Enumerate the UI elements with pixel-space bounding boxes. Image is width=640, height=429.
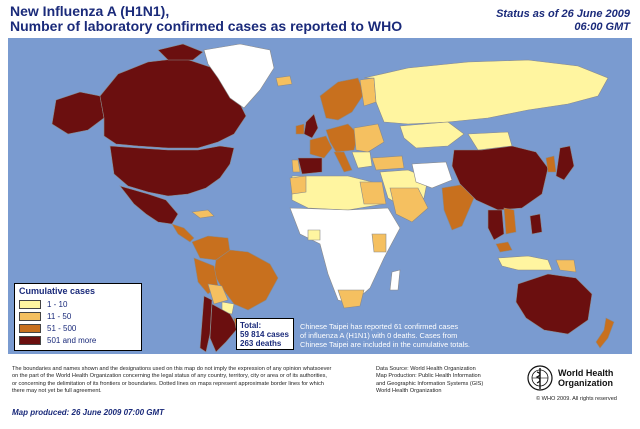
country-bolivia <box>207 283 229 305</box>
who-logo: World Health Organization <box>526 364 636 396</box>
country-iceland <box>275 75 293 87</box>
chinese-taipei-note: Chinese Taipei has reported 61 confirmed… <box>300 322 475 349</box>
disclaimer-line: or concerning the delimitation of its fr… <box>12 380 324 387</box>
note-line-3: Chinese Taipei are included in the cumul… <box>300 340 470 349</box>
country-central-america <box>171 223 195 243</box>
map-produced-date: Map produced: 26 June 2009 07:00 GMT <box>12 408 165 417</box>
legend-swatch <box>19 323 41 333</box>
country-russia <box>363 59 609 125</box>
legend-item: 11 - 50 <box>19 310 137 322</box>
country-france <box>309 135 333 159</box>
legend-item: 1 - 10 <box>19 298 137 310</box>
legend-item: 51 - 500 <box>19 322 137 334</box>
legend-swatch <box>19 335 41 345</box>
total-cases: 59 814 cases <box>240 330 289 339</box>
legend-title: Cumulative cases <box>19 286 96 296</box>
copyright: © WHO 2009. All rights reserved <box>536 396 617 402</box>
source-line: World Health Organization <box>376 388 442 395</box>
country-morocco <box>289 175 307 195</box>
status-line-1: Status as of 26 June 2009 <box>496 8 630 20</box>
source-line: Map Production: Public Health Informatio… <box>376 373 481 380</box>
country-portugal <box>291 159 301 173</box>
total-box: Total: 59 814 cases 263 deaths <box>236 318 294 350</box>
country-vietnam <box>503 207 517 235</box>
total-label: Total: <box>240 321 262 330</box>
country-egypt <box>359 181 387 205</box>
country-uk <box>303 113 319 139</box>
country-scandinavia <box>319 77 365 121</box>
title-line-2: Number of laboratory confirmed cases as … <box>10 18 403 34</box>
status-line-2: 06:00 GMT <box>574 21 630 33</box>
note-line-2: of influenza A (H1N1) with 0 deaths. Cas… <box>300 331 458 340</box>
legend-item-label: 501 and more <box>47 335 97 345</box>
country-china <box>451 145 549 211</box>
disclaimer: The boundaries and names shown and the d… <box>12 366 362 396</box>
status-date: Status as of 26 June 2009 06:00 GMT <box>496 8 630 34</box>
country-south-africa <box>337 289 365 309</box>
legend: Cumulative cases 1 - 10 11 - 50 51 - 500… <box>14 283 142 351</box>
country-malaysia <box>495 241 513 253</box>
legend-swatch <box>19 299 41 309</box>
country-canada-arctic <box>157 43 204 61</box>
country-usa <box>109 145 235 197</box>
country-japan <box>555 145 575 181</box>
country-kenya <box>371 233 387 253</box>
country-australia <box>515 273 593 335</box>
country-madagascar <box>389 269 401 291</box>
country-chile <box>199 295 213 353</box>
country-kazakhstan <box>399 121 465 149</box>
legend-item-label: 51 - 500 <box>47 323 77 333</box>
country-saudi-arabia <box>389 187 429 223</box>
country-thailand <box>487 209 505 241</box>
disclaimer-line: The boundaries and names shown and the d… <box>12 366 332 372</box>
country-cote-divoire <box>307 229 321 241</box>
country-new-zealand <box>595 317 615 349</box>
country-caribbean <box>191 209 215 219</box>
disclaimer-line: on the part of the World Health Organiza… <box>12 373 327 380</box>
total-deaths: 263 deaths <box>240 339 282 348</box>
who-name-line-2: Organization <box>558 378 614 388</box>
source-line: and Geographic Information Systems (GIS) <box>376 380 484 387</box>
country-argentina <box>209 303 239 353</box>
country-indonesia <box>497 255 553 271</box>
country-alaska <box>51 91 105 135</box>
note-line-1: Chinese Taipei has reported 61 confirmed… <box>300 322 459 331</box>
world-map <box>8 38 632 354</box>
who-name-line-1: World Health <box>558 368 614 378</box>
country-ireland <box>295 123 305 135</box>
legend-item-label: 1 - 10 <box>47 299 68 309</box>
who-emblem-icon <box>527 365 553 391</box>
disclaimer-line: there may not yet be full agreement. <box>12 388 102 395</box>
title-line-1: New Influenza A (H1N1), <box>10 3 170 19</box>
country-eastern-europe <box>353 123 385 153</box>
map-title: New Influenza A (H1N1), Number of labora… <box>10 4 430 34</box>
who-name: World Health Organization <box>558 368 613 388</box>
legend-item: 501 and more <box>19 334 137 346</box>
source-line: Data Source: World Health Organization <box>376 366 476 372</box>
country-italy <box>333 151 353 173</box>
country-spain <box>297 157 323 175</box>
country-korea <box>545 155 557 173</box>
legend-swatch <box>19 311 41 321</box>
country-philippines <box>529 213 543 235</box>
data-source: Data Source: World Health Organization M… <box>376 366 516 396</box>
country-papua-new-guinea <box>555 259 577 273</box>
country-iran <box>411 161 453 189</box>
legend-item-label: 11 - 50 <box>47 311 72 321</box>
country-central-europe <box>325 123 359 153</box>
country-turkey <box>371 155 405 171</box>
country-greenland <box>203 43 275 109</box>
country-brazil <box>213 249 279 311</box>
country-balkans <box>351 151 373 169</box>
